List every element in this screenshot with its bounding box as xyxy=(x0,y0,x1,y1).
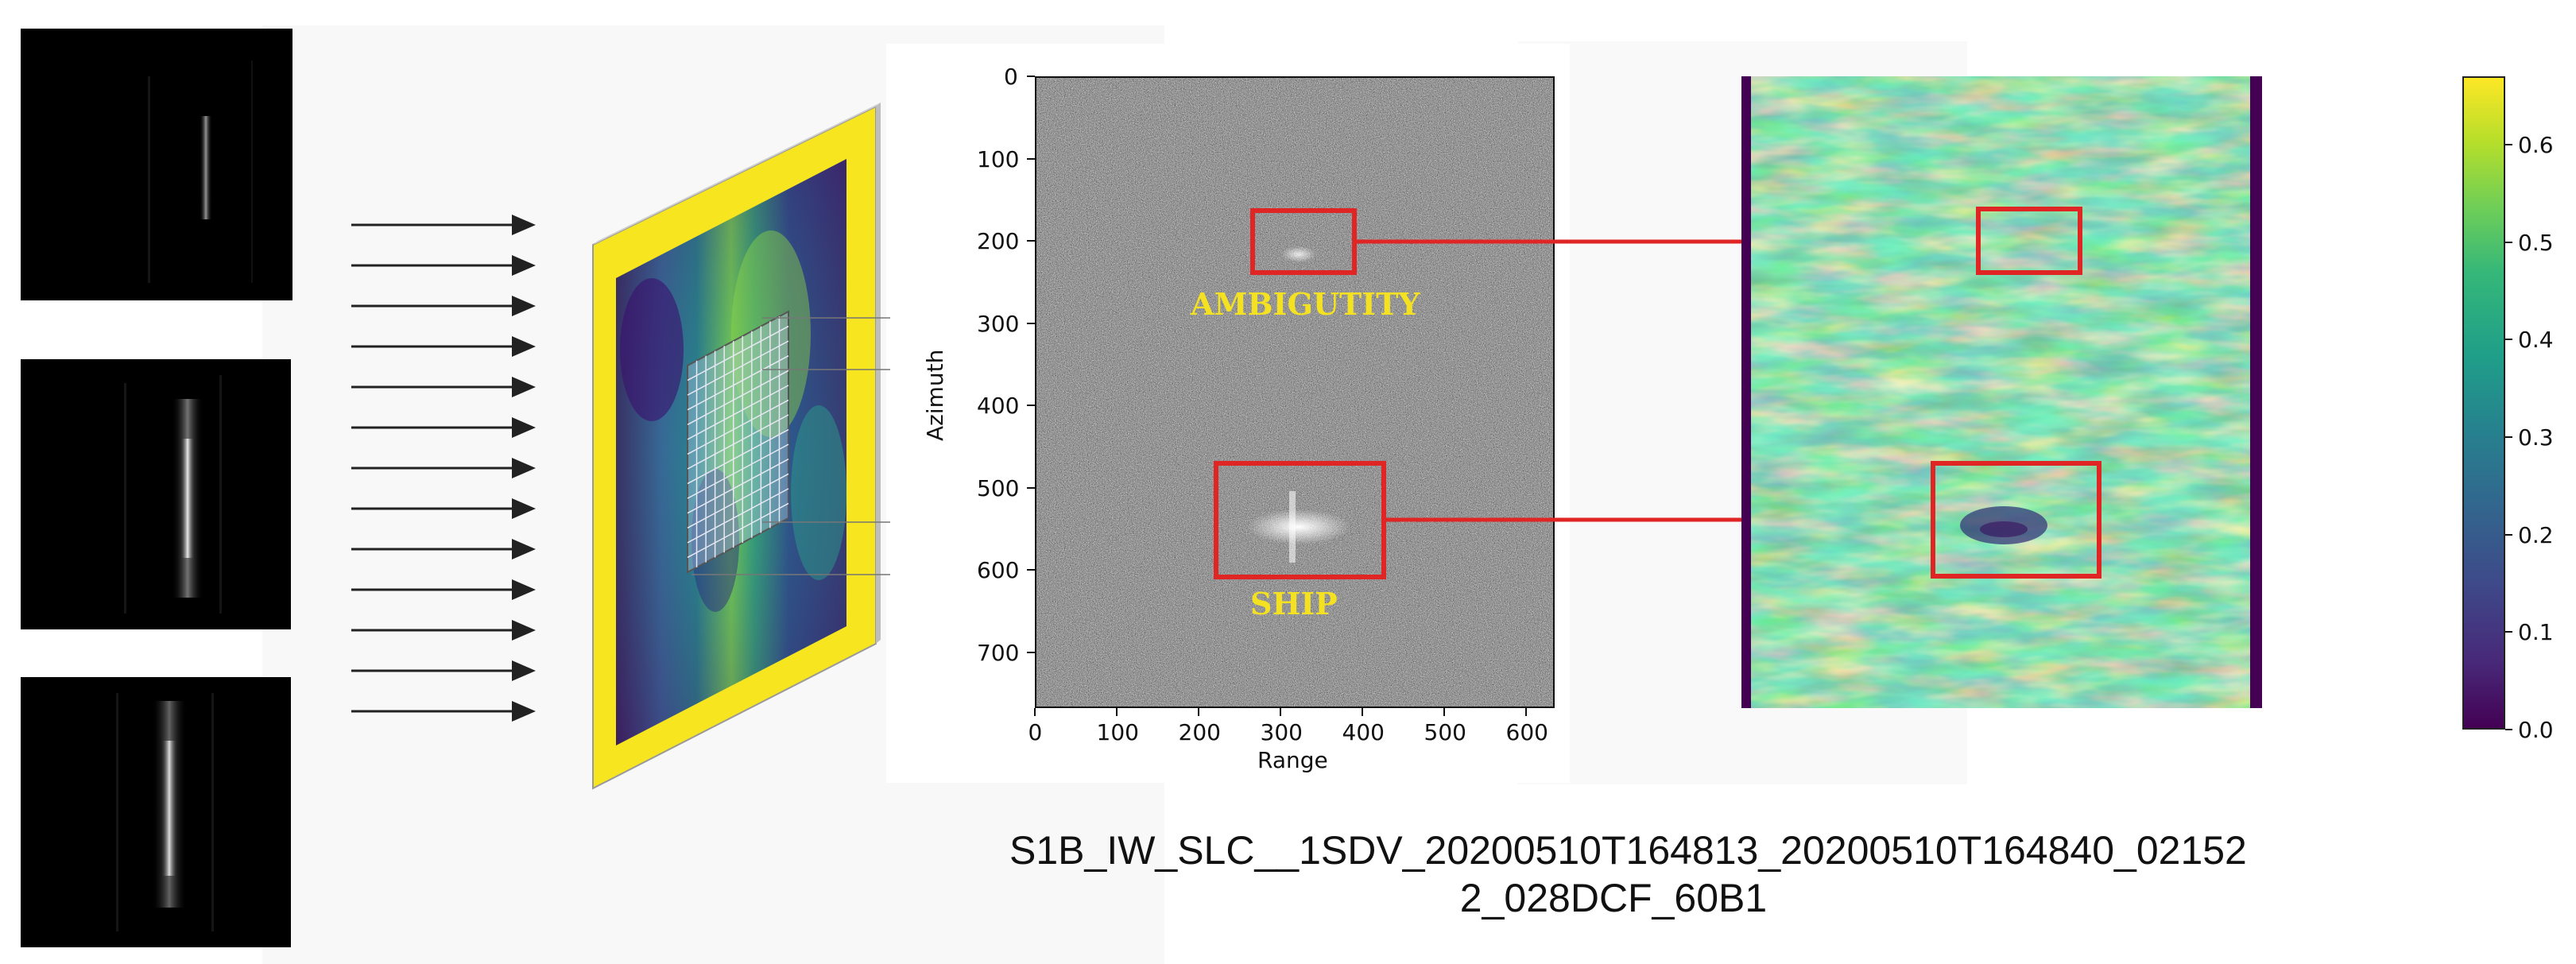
input-arrow-head xyxy=(512,701,536,722)
heatmap-plot xyxy=(1741,76,2262,708)
scene-caption: S1B_IW_SLC__1SDV_20200510T164813_2020051… xyxy=(1009,827,2247,922)
sar-image-plot xyxy=(1035,76,1555,708)
input-arrow-head xyxy=(512,255,536,276)
heatmap-ambiguity-box xyxy=(1976,207,2082,275)
sar-y-tick-mark xyxy=(1027,405,1035,406)
input-arrow-head xyxy=(512,458,536,478)
sar-y-tick-label: 700 xyxy=(977,639,1020,666)
sar-y-tick-mark xyxy=(1027,322,1035,324)
colorbar-tick-mark xyxy=(2505,436,2512,438)
sar-x-tick-label: 400 xyxy=(1342,719,1385,745)
sar-x-tick-label: 600 xyxy=(1505,719,1548,745)
colorbar-tick-label: 0.3 xyxy=(2518,424,2554,451)
colorbar-tick-mark xyxy=(2505,533,2512,536)
colorbar-tick-label: 0.5 xyxy=(2518,229,2554,256)
sar-y-tick-label: 300 xyxy=(977,310,1020,337)
kernel-grid xyxy=(687,310,789,574)
ambiguity-target xyxy=(1281,246,1316,262)
colorbar-tick-label: 0.4 xyxy=(2518,327,2554,354)
sar-y-tick-mark xyxy=(1027,75,1035,77)
input-thumbnail-1 xyxy=(21,29,292,300)
sar-y-tick-mark xyxy=(1027,569,1035,571)
sar-x-tick-mark xyxy=(1280,708,1281,716)
sar-x-tick-mark xyxy=(1443,708,1445,716)
sar-x-tick-mark xyxy=(1116,708,1118,716)
ambiguity-highlight-box xyxy=(1250,208,1357,275)
attention-map-3d-panel xyxy=(592,103,890,790)
sar-speckle-image xyxy=(1036,78,1553,707)
input-arrow-head xyxy=(512,417,536,438)
input-arrows xyxy=(351,215,536,722)
sar-y-tick-mark xyxy=(1027,157,1035,160)
sar-y-tick-mark xyxy=(1027,486,1035,489)
sar-y-tick-label: 500 xyxy=(977,474,1020,501)
ship-target xyxy=(1247,509,1350,544)
input-arrow-head xyxy=(512,377,536,397)
sar-x-tick-label: 200 xyxy=(1178,719,1221,745)
heatmap-ship-box xyxy=(1931,461,2101,579)
colorbar-tick-label: 0.6 xyxy=(2518,131,2554,158)
sar-y-tick-label: 100 xyxy=(977,145,1020,172)
input-arrow-head xyxy=(512,296,536,316)
colorbar-tick-mark xyxy=(2505,339,2512,341)
input-arrow-head xyxy=(512,215,536,235)
heatmap-image xyxy=(1741,76,2262,708)
sar-x-axis-label: Range xyxy=(1257,747,1328,773)
input-thumbnail-3 xyxy=(21,677,291,947)
sar-y-axis-label: Azimuth xyxy=(922,349,948,441)
sar-x-tick-label: 300 xyxy=(1260,719,1303,745)
input-arrow-head xyxy=(512,579,536,600)
sar-x-tick-label: 500 xyxy=(1424,719,1466,745)
input-arrow-head xyxy=(512,539,536,559)
input-thumbnail-2 xyxy=(21,359,291,629)
ambiguity-label: AMBIGUTITY xyxy=(1191,286,1420,322)
input-arrow-head xyxy=(512,660,536,681)
sar-y-tick-mark xyxy=(1027,651,1035,653)
sar-y-tick-label: 400 xyxy=(977,393,1020,419)
ship-highlight-box xyxy=(1214,461,1386,579)
sar-x-tick-mark xyxy=(1362,708,1363,716)
colorbar-tick-mark xyxy=(2505,143,2512,145)
sar-x-tick-label: 100 xyxy=(1096,719,1139,745)
sar-x-tick-mark xyxy=(1034,708,1036,716)
sar-y-tick-mark xyxy=(1027,240,1035,242)
colorbar-tick-mark xyxy=(2505,729,2512,730)
scene-caption-line-2: 2_028DCF_60B1 xyxy=(1459,876,1768,920)
input-arrow-head xyxy=(512,498,536,519)
sar-y-tick-label: 600 xyxy=(977,557,1020,583)
sar-x-tick-mark xyxy=(1198,708,1199,716)
sar-y-tick-label: 200 xyxy=(977,228,1020,254)
input-arrow-head xyxy=(512,620,536,641)
colorbar-tick-mark xyxy=(2505,241,2512,243)
input-arrow-head xyxy=(512,336,536,357)
colorbar xyxy=(2462,76,2505,730)
colorbar-tick-label: 0.0 xyxy=(2518,717,2554,743)
sar-y-tick-label: 0 xyxy=(1004,64,1018,90)
scene-caption-line-1: S1B_IW_SLC__1SDV_20200510T164813_2020051… xyxy=(1009,828,2247,873)
ship-label: SHIP xyxy=(1250,586,1338,621)
colorbar-tick-label: 0.2 xyxy=(2518,521,2554,548)
sar-x-tick-label: 0 xyxy=(1028,719,1043,745)
sar-x-tick-mark xyxy=(1525,708,1527,716)
colorbar-tick-label: 0.1 xyxy=(2518,619,2554,646)
colorbar-tick-mark xyxy=(2505,631,2512,633)
